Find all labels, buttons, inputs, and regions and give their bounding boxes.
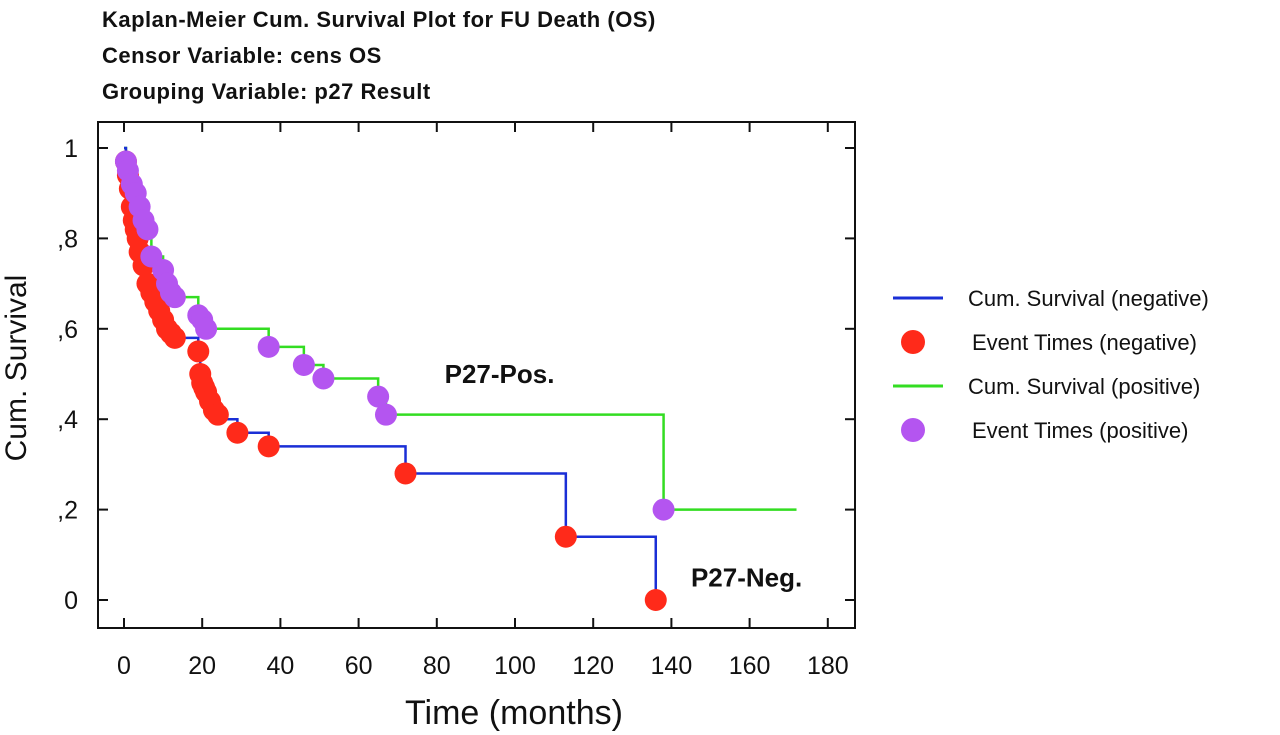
- event-times-negative-point: [206, 403, 229, 426]
- curve-annotation: P27-Pos.: [445, 359, 555, 389]
- event-times-positive-point: [163, 286, 186, 309]
- legend-label: Event Times (negative): [972, 330, 1197, 355]
- legend-marker-swatch: [901, 330, 925, 354]
- legend-label: Event Times (positive): [972, 418, 1188, 443]
- x-axis-label: Time (months): [405, 694, 623, 732]
- event-times-positive-point: [312, 367, 335, 390]
- y-tick-label: ,2: [57, 497, 78, 525]
- legend-label: Cum. Survival (positive): [968, 374, 1200, 399]
- legend-marker-swatch: [901, 418, 925, 442]
- x-tick-label: 180: [807, 652, 849, 680]
- event-times-positive-point: [374, 403, 397, 426]
- event-times-positive-point: [652, 498, 675, 521]
- event-times-positive-point: [292, 353, 315, 376]
- chart-titles: Kaplan-Meier Cum. Survival Plot for FU D…: [102, 2, 656, 110]
- x-tick-label: 120: [572, 652, 614, 680]
- x-tick-label: 80: [423, 652, 451, 680]
- event-times-positive-point: [367, 385, 390, 408]
- event-times-negative-point: [187, 340, 210, 363]
- axis-ticks: 0 20 40 60 80 100 120 140 160 180 0 ,2 ,4 ,6 ,8 1: [57, 122, 855, 680]
- markers-layer: [114, 150, 675, 611]
- y-tick-label: 0: [64, 587, 78, 615]
- x-tick-label: 100: [494, 652, 536, 680]
- y-tick-label: 1: [64, 135, 78, 163]
- annotations-layer: P27-Pos. P27-Neg.: [445, 359, 803, 592]
- y-tick-label: ,8: [57, 225, 78, 253]
- y-axis-label: Cum. Survival: [0, 275, 33, 462]
- legend-label: Cum. Survival (negative): [968, 286, 1209, 311]
- censor-variable-subtitle: Censor Variable: cens OS: [102, 43, 382, 68]
- x-tick-label: 160: [729, 652, 771, 680]
- x-tick-label: 60: [345, 652, 373, 680]
- cum-survival-positive-line: [124, 146, 797, 511]
- chart-title: Kaplan-Meier Cum. Survival Plot for FU D…: [102, 7, 656, 32]
- event-times-positive-point: [195, 317, 218, 340]
- legend: Cum. Survival (negative) Event Times (neg…: [893, 286, 1209, 443]
- event-times-negative-point: [226, 421, 249, 444]
- x-tick-label: 0: [117, 652, 131, 680]
- event-times-positive-point: [136, 218, 159, 241]
- x-tick-label: 40: [266, 652, 294, 680]
- event-times-negative-point: [394, 462, 417, 485]
- y-tick-label: ,4: [57, 406, 78, 434]
- event-times-negative-point: [644, 589, 667, 611]
- event-times-positive-point: [257, 335, 280, 358]
- x-tick-label: 20: [188, 652, 216, 680]
- x-tick-label: 140: [651, 652, 693, 680]
- curve-annotation: P27-Neg.: [691, 562, 802, 592]
- event-times-negative-point: [257, 435, 280, 458]
- grouping-variable-subtitle: Grouping Variable: p27 Result: [102, 79, 431, 104]
- event-times-negative-point: [554, 525, 577, 548]
- y-tick-label: ,6: [57, 316, 78, 344]
- event-times-negative-point: [163, 326, 186, 349]
- plot-frame: [97, 121, 856, 629]
